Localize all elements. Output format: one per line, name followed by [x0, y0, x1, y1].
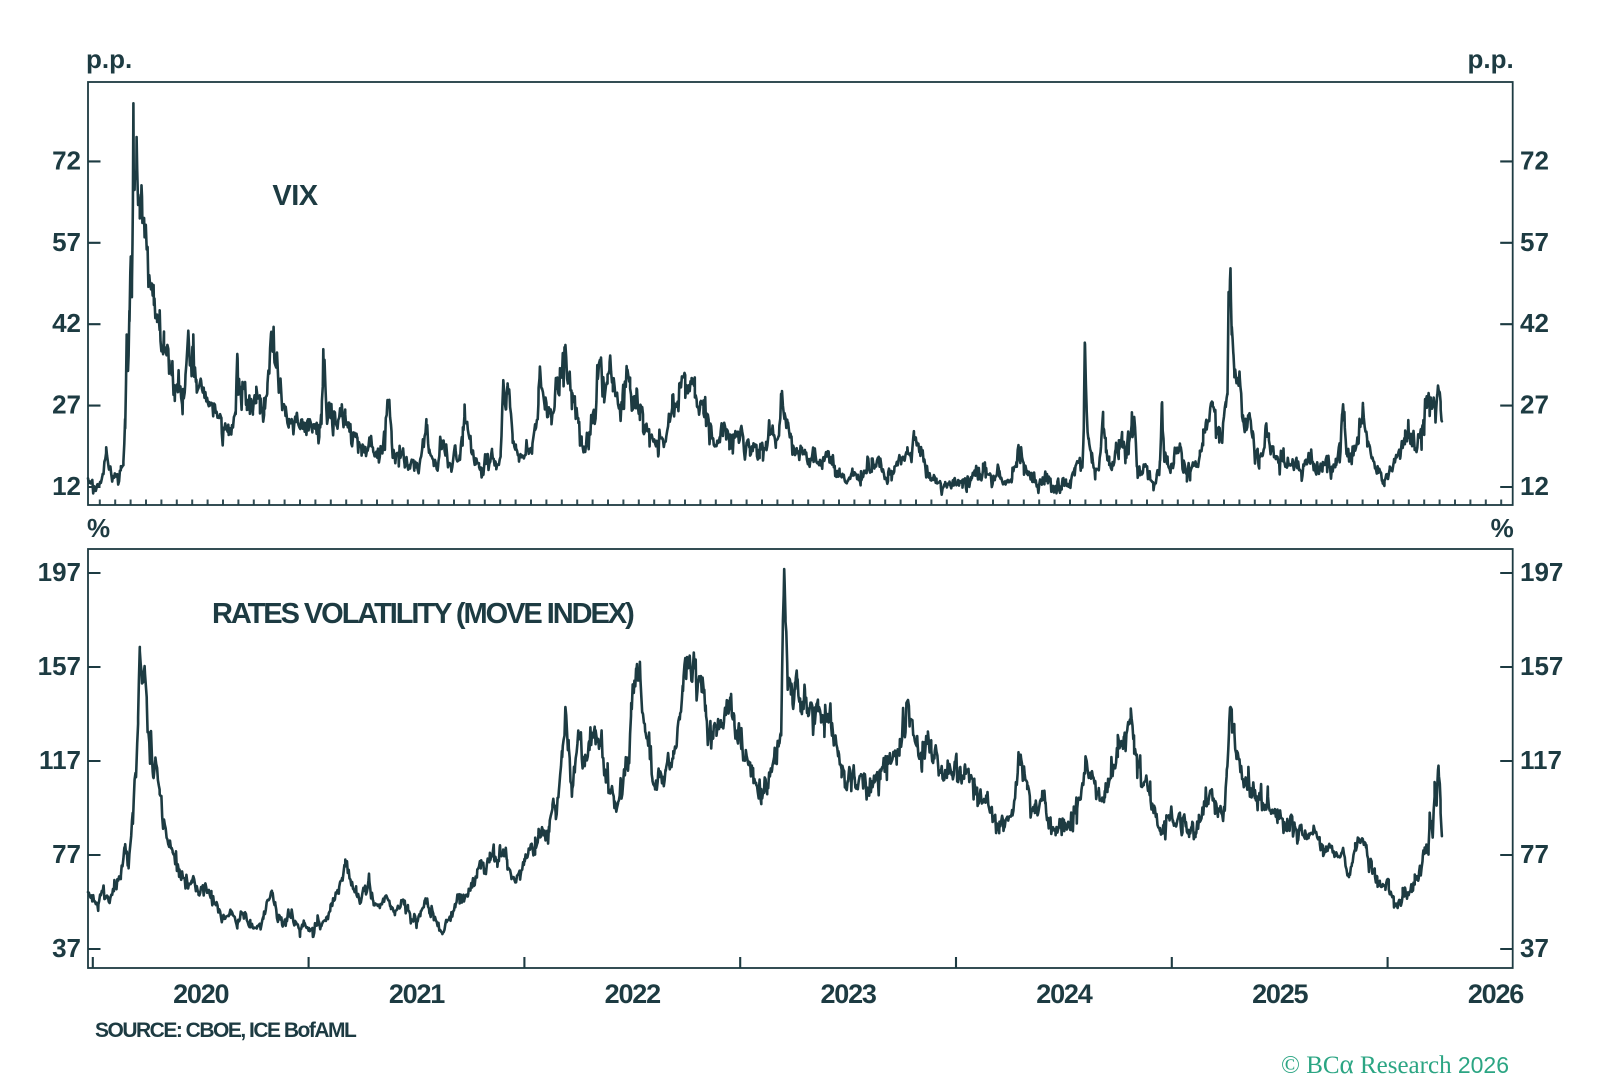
svg-text:2025: 2025: [1252, 979, 1308, 1009]
svg-text:77: 77: [52, 839, 81, 869]
svg-text:%: %: [87, 513, 110, 543]
svg-text:SOURCE: CBOE, ICE BofAML: SOURCE: CBOE, ICE BofAML: [95, 1019, 357, 1042]
svg-text:12: 12: [1520, 471, 1549, 501]
svg-text:37: 37: [52, 933, 81, 963]
svg-text:117: 117: [39, 745, 81, 775]
svg-text:%: %: [1491, 513, 1514, 543]
svg-text:2021: 2021: [389, 979, 445, 1009]
svg-text:77: 77: [1520, 839, 1549, 869]
svg-text:RATES VOLATILITY (MOVE INDEX): RATES VOLATILITY (MOVE INDEX): [212, 598, 634, 630]
svg-text:p.p.: p.p.: [1467, 44, 1513, 74]
svg-text:117: 117: [1520, 745, 1562, 775]
svg-text:2022: 2022: [605, 979, 660, 1009]
svg-text:57: 57: [1520, 227, 1549, 257]
svg-text:157: 157: [1520, 651, 1563, 681]
svg-text:157: 157: [38, 651, 81, 681]
svg-text:2023: 2023: [820, 979, 876, 1009]
svg-text:72: 72: [52, 145, 81, 175]
svg-text:2026: 2026: [1468, 979, 1524, 1009]
svg-text:37: 37: [1520, 933, 1549, 963]
svg-text:27: 27: [52, 390, 81, 420]
svg-text:2024: 2024: [1036, 979, 1092, 1009]
svg-text:p.p.: p.p.: [86, 44, 132, 74]
svg-text:197: 197: [38, 557, 81, 587]
svg-text:27: 27: [1520, 390, 1549, 420]
svg-text:© BCα Research 2026: © BCα Research 2026: [1281, 1049, 1509, 1079]
svg-text:42: 42: [52, 308, 81, 338]
svg-text:72: 72: [1520, 145, 1549, 175]
svg-text:42: 42: [1520, 308, 1549, 338]
svg-text:57: 57: [52, 227, 81, 257]
svg-text:197: 197: [1520, 557, 1563, 587]
svg-text:2020: 2020: [173, 979, 228, 1009]
svg-text:12: 12: [52, 471, 81, 501]
svg-text:VIX: VIX: [272, 180, 318, 212]
